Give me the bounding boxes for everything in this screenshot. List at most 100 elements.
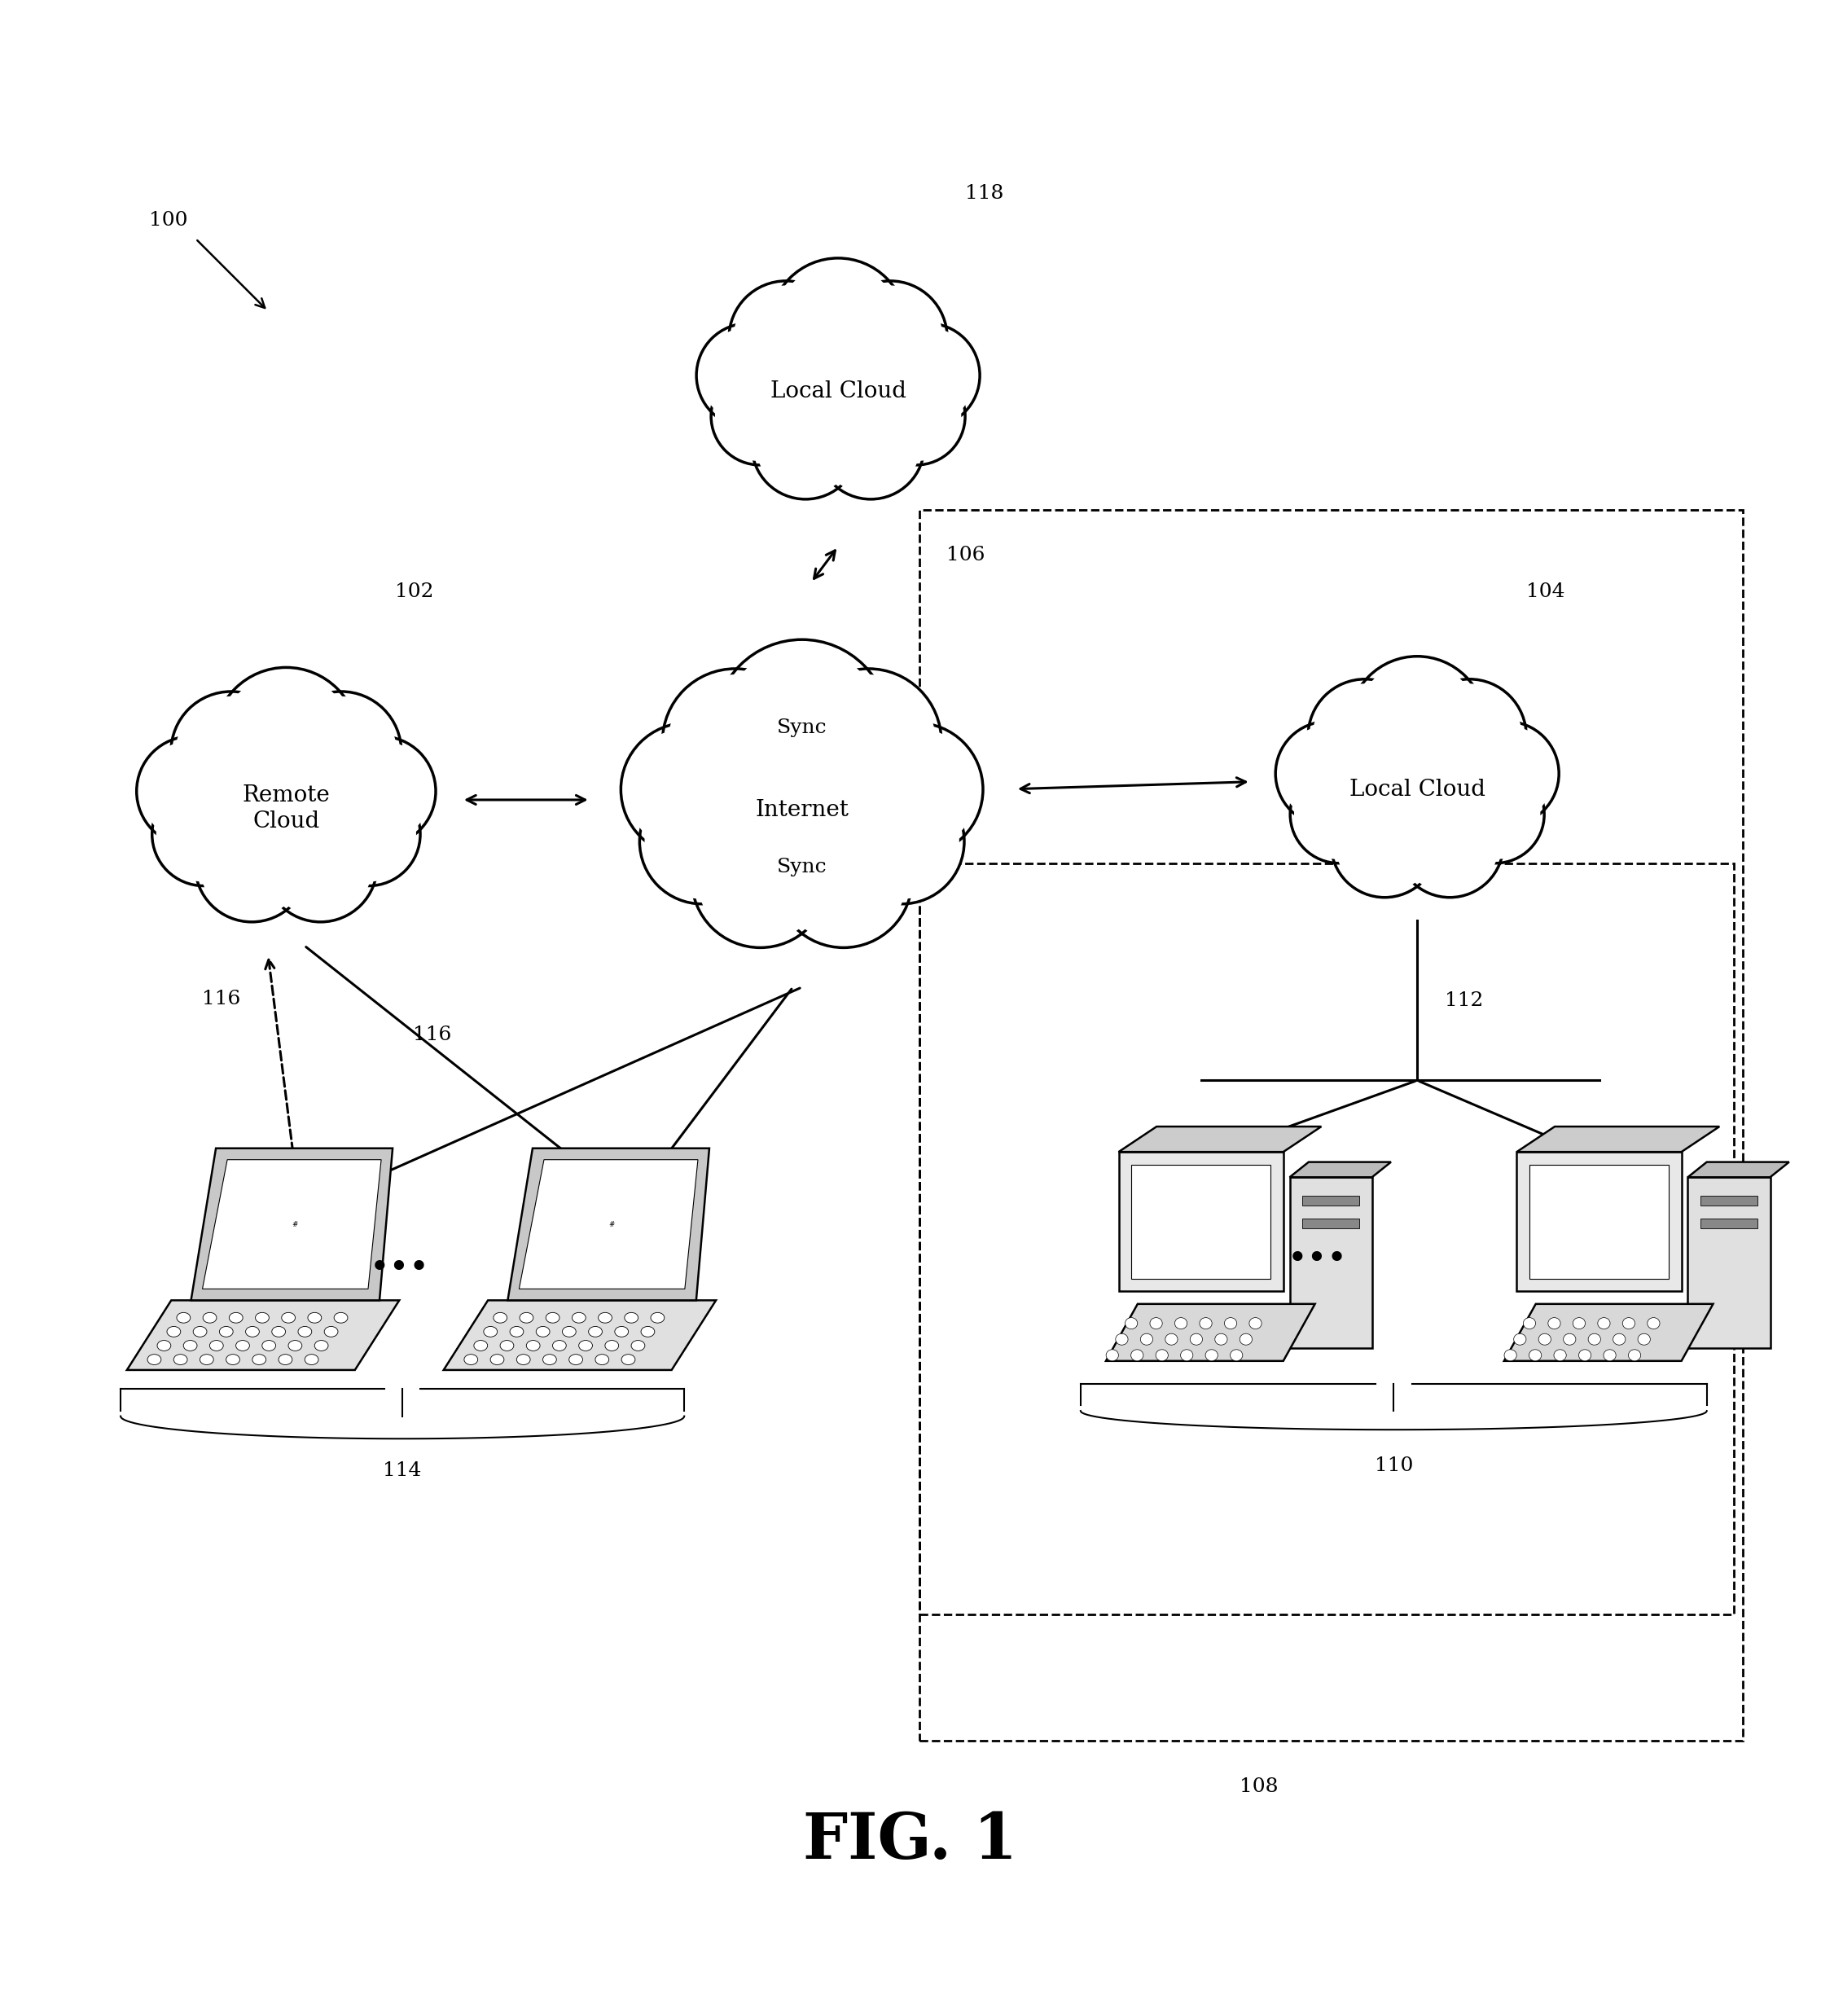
Circle shape bbox=[721, 750, 883, 911]
Ellipse shape bbox=[173, 1355, 188, 1365]
Circle shape bbox=[781, 816, 907, 941]
Ellipse shape bbox=[650, 1312, 665, 1322]
Ellipse shape bbox=[333, 1312, 348, 1322]
Ellipse shape bbox=[288, 1341, 302, 1351]
Circle shape bbox=[1335, 794, 1435, 893]
Ellipse shape bbox=[588, 1327, 603, 1337]
Text: 116: 116 bbox=[413, 1026, 452, 1044]
Circle shape bbox=[734, 286, 838, 391]
Circle shape bbox=[1349, 738, 1486, 875]
Circle shape bbox=[850, 724, 983, 857]
Polygon shape bbox=[1289, 1161, 1391, 1177]
Polygon shape bbox=[1105, 1304, 1315, 1361]
Ellipse shape bbox=[1105, 1349, 1118, 1361]
Circle shape bbox=[821, 395, 920, 494]
Ellipse shape bbox=[1573, 1318, 1586, 1329]
Circle shape bbox=[326, 736, 435, 847]
Circle shape bbox=[776, 264, 901, 389]
Text: 118: 118 bbox=[965, 183, 1003, 202]
Circle shape bbox=[692, 810, 829, 948]
Ellipse shape bbox=[510, 1327, 523, 1337]
Ellipse shape bbox=[1530, 1349, 1541, 1361]
Ellipse shape bbox=[202, 1312, 217, 1322]
Circle shape bbox=[153, 782, 255, 885]
Ellipse shape bbox=[1628, 1349, 1641, 1361]
Ellipse shape bbox=[1249, 1318, 1262, 1329]
Text: •••: ••• bbox=[1287, 1242, 1348, 1276]
Circle shape bbox=[1335, 700, 1501, 865]
Ellipse shape bbox=[148, 1355, 160, 1365]
Circle shape bbox=[171, 691, 291, 812]
Ellipse shape bbox=[1224, 1318, 1236, 1329]
Ellipse shape bbox=[282, 1312, 295, 1322]
Circle shape bbox=[819, 302, 949, 431]
Ellipse shape bbox=[1180, 1349, 1193, 1361]
Circle shape bbox=[880, 327, 976, 423]
Circle shape bbox=[823, 306, 943, 427]
Ellipse shape bbox=[493, 1312, 506, 1322]
Circle shape bbox=[776, 345, 901, 472]
Circle shape bbox=[1289, 766, 1388, 863]
Text: Sync: Sync bbox=[778, 857, 827, 877]
Ellipse shape bbox=[304, 1355, 319, 1365]
Circle shape bbox=[727, 302, 858, 431]
Text: FIG. 1: FIG. 1 bbox=[803, 1810, 1018, 1871]
Circle shape bbox=[838, 286, 943, 391]
Ellipse shape bbox=[1140, 1335, 1153, 1345]
Polygon shape bbox=[1118, 1127, 1322, 1151]
Ellipse shape bbox=[546, 1312, 559, 1322]
Ellipse shape bbox=[1522, 1318, 1535, 1329]
Circle shape bbox=[756, 395, 856, 494]
Circle shape bbox=[1307, 679, 1422, 792]
Ellipse shape bbox=[1548, 1318, 1561, 1329]
Polygon shape bbox=[202, 1159, 381, 1288]
Polygon shape bbox=[1517, 1127, 1719, 1151]
Ellipse shape bbox=[1165, 1335, 1178, 1345]
Ellipse shape bbox=[1539, 1335, 1551, 1345]
Ellipse shape bbox=[168, 1327, 180, 1337]
Ellipse shape bbox=[484, 1327, 497, 1337]
Polygon shape bbox=[1504, 1304, 1714, 1361]
Circle shape bbox=[1280, 726, 1375, 823]
Polygon shape bbox=[1517, 1151, 1681, 1292]
Ellipse shape bbox=[1131, 1349, 1144, 1361]
Ellipse shape bbox=[308, 1312, 322, 1322]
Ellipse shape bbox=[1597, 1318, 1610, 1329]
Circle shape bbox=[732, 306, 852, 427]
Circle shape bbox=[200, 812, 304, 917]
Ellipse shape bbox=[1149, 1318, 1162, 1329]
Circle shape bbox=[626, 728, 748, 851]
Ellipse shape bbox=[157, 1341, 171, 1351]
Ellipse shape bbox=[1504, 1349, 1517, 1361]
Text: 102: 102 bbox=[395, 583, 433, 601]
Circle shape bbox=[1355, 661, 1480, 788]
Ellipse shape bbox=[543, 1355, 557, 1365]
Circle shape bbox=[716, 371, 805, 462]
Ellipse shape bbox=[1604, 1349, 1615, 1361]
Circle shape bbox=[191, 706, 381, 895]
Ellipse shape bbox=[621, 1355, 636, 1365]
Ellipse shape bbox=[1206, 1349, 1218, 1361]
Bar bbox=[1302, 1218, 1360, 1228]
Ellipse shape bbox=[253, 1355, 266, 1365]
Ellipse shape bbox=[641, 1327, 654, 1337]
Polygon shape bbox=[519, 1159, 697, 1288]
Circle shape bbox=[721, 647, 883, 808]
Ellipse shape bbox=[209, 1341, 224, 1351]
Ellipse shape bbox=[625, 1312, 637, 1322]
Circle shape bbox=[213, 754, 359, 897]
Circle shape bbox=[213, 667, 359, 812]
Circle shape bbox=[697, 696, 907, 905]
Circle shape bbox=[770, 339, 907, 476]
Ellipse shape bbox=[615, 1327, 628, 1337]
Ellipse shape bbox=[1623, 1318, 1635, 1329]
Ellipse shape bbox=[1564, 1335, 1575, 1345]
Text: #: # bbox=[291, 1220, 299, 1228]
Circle shape bbox=[169, 714, 306, 851]
Circle shape bbox=[1446, 766, 1544, 863]
Circle shape bbox=[801, 675, 936, 808]
Circle shape bbox=[1399, 700, 1528, 831]
Text: 104: 104 bbox=[1526, 583, 1564, 601]
Circle shape bbox=[1397, 790, 1504, 897]
Circle shape bbox=[1295, 770, 1384, 859]
